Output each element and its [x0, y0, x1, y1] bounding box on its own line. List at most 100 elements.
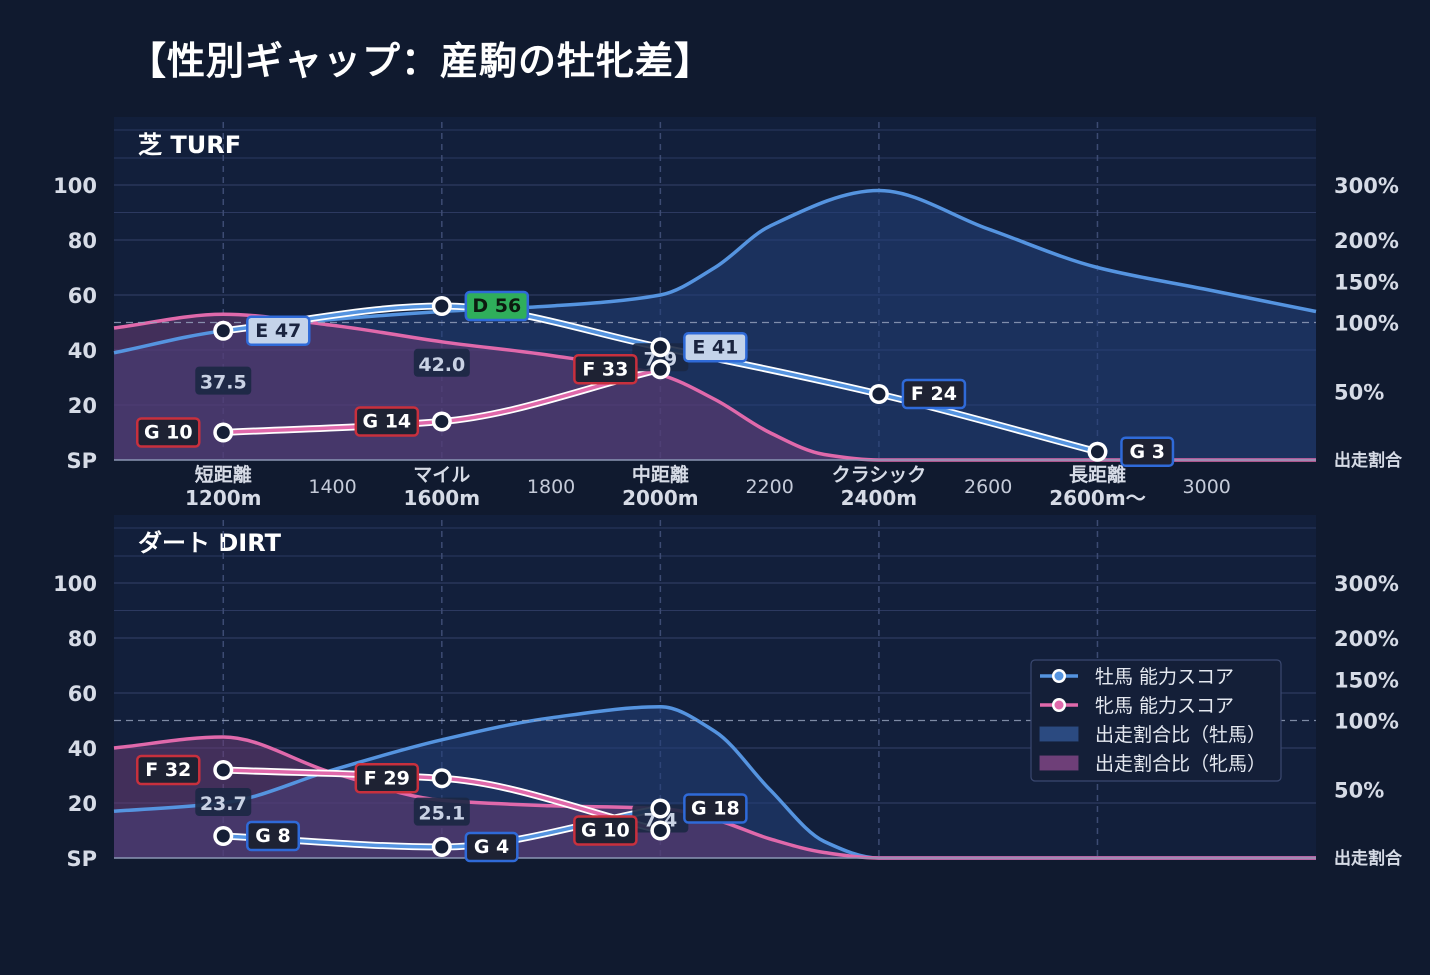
gap-label-bg	[195, 366, 252, 395]
y2-tick-label: 150%	[1334, 668, 1399, 692]
male-grade-badge	[246, 820, 301, 852]
male-score-marker-inner	[435, 840, 449, 854]
male-grade-label: D 56	[472, 295, 521, 317]
male-grade-label: G 4	[474, 836, 509, 858]
chart-panel-1: ダート DIRT SP 20 40 60 80 100 出走割合 50% 100% 150% 200%…	[53, 515, 1403, 871]
female-grade-label: F 33	[582, 358, 628, 380]
male-grade-badge	[683, 793, 748, 824]
male-grade-label: G 18	[691, 798, 740, 820]
male-grade-label: F 24	[911, 383, 957, 405]
legend-label: 牡馬 能力スコア	[1095, 666, 1234, 688]
y-tick-label: 80	[68, 627, 97, 651]
male-grade-badge	[901, 378, 967, 410]
x-tick-label: 1800	[527, 476, 575, 498]
y-tick-label: 40	[68, 737, 97, 761]
female-grade-badge	[573, 815, 638, 846]
x-tick-label: 2200	[745, 476, 793, 498]
x-tick-label: 1200m	[185, 486, 262, 510]
y-tick-label: 40	[68, 339, 97, 363]
y-tick-label: SP	[66, 449, 97, 473]
y2-tick-label: 100%	[1334, 312, 1399, 336]
y2-tick-label: 300%	[1334, 174, 1399, 198]
legend-label: 出走割合比（牡馬）	[1095, 724, 1266, 746]
male-score-marker-inner	[653, 802, 667, 815]
gap-label-bg	[195, 788, 252, 816]
x-tick-label: 3000	[1183, 476, 1231, 498]
female-score-marker-inner	[653, 362, 667, 376]
y-tick-label: 80	[68, 229, 97, 253]
male-grade-label: E 47	[255, 320, 301, 342]
gap-label: 42.0	[418, 354, 465, 376]
x-tick-label: 2600	[964, 476, 1012, 498]
female-grade-badge	[573, 354, 638, 385]
female-grade-label: G 10	[144, 422, 193, 444]
legend-box	[1030, 659, 1282, 782]
panel-title: 芝 TURF	[138, 131, 241, 159]
male-grade-label: E 41	[692, 336, 738, 358]
legend-area-swatch	[1039, 726, 1079, 742]
y-tick-label: 100	[53, 174, 97, 198]
male-score-marker-inner	[872, 387, 886, 401]
y-tick-label: SP	[66, 847, 97, 871]
female-score-marker-inner	[435, 415, 449, 428]
chart-title: 【性別ギャップ：産駒の牡牝差】	[128, 39, 714, 83]
female-grade-label: F 32	[145, 759, 191, 781]
female-grade-label: G 10	[581, 820, 630, 842]
y-tick-label: 20	[68, 394, 97, 418]
x-tick-label: 1600m	[404, 486, 481, 510]
male-ratio-line	[113, 188, 1317, 355]
y-tick-label: 60	[68, 284, 97, 308]
male-grade-badge	[683, 332, 748, 363]
x-tick-label: 中距離	[632, 463, 689, 486]
male-grade-badge	[464, 290, 530, 322]
legend-marker-inner	[1054, 671, 1064, 681]
male-grade-label: G 3	[1129, 441, 1164, 463]
y-tick-label: 100	[53, 572, 97, 596]
x-tick-label: 2000m	[622, 486, 699, 510]
x-tick-label: 長距離	[1069, 463, 1126, 486]
female-ratio-area	[114, 737, 1316, 858]
gap-label: 23.7	[200, 793, 247, 815]
female-grade-label: G 14	[362, 411, 411, 433]
x-tick-label: 2400m	[841, 486, 918, 510]
chart-panel-0: 芝 TURF SP 20 40 60 80 100 出走割合 50% 100% 150% 200% 30…	[53, 117, 1403, 510]
legend-label: 牝馬 能力スコア	[1095, 695, 1234, 717]
female-score-marker-inner	[216, 763, 230, 777]
male-score-marker-inner	[1090, 445, 1104, 459]
male-grade-badge	[246, 315, 311, 346]
gap-label: 25.1	[418, 803, 465, 825]
female-grade-badge	[136, 754, 201, 786]
female-score-marker-inner	[435, 771, 449, 785]
female-score-marker-inner	[216, 426, 230, 439]
female-grade-label: F 29	[364, 767, 410, 789]
gap-label-bg	[413, 797, 470, 826]
y2-tick-label: 300%	[1334, 572, 1399, 596]
male-score-marker-inner	[216, 829, 230, 843]
y2-tick-label: 200%	[1334, 627, 1399, 651]
gap-label: 37.5	[200, 372, 247, 394]
y2-tick-label: 150%	[1334, 270, 1399, 294]
y2-tick-label: 200%	[1334, 229, 1399, 253]
legend-label: 出走割合比（牝馬）	[1095, 753, 1266, 775]
x-tick-label: 2600m〜	[1049, 486, 1146, 510]
male-grade-badge	[1120, 436, 1175, 467]
x-tick-label: 1400	[308, 476, 356, 498]
male-score-marker-inner	[653, 340, 667, 354]
y-tick-label: 60	[68, 682, 97, 706]
legend-marker-inner	[1054, 700, 1064, 710]
gap-label-bg	[413, 348, 470, 377]
x-tick-label: クラシック	[832, 464, 927, 486]
male-score-marker-inner	[435, 299, 449, 313]
legend-area-swatch	[1039, 755, 1079, 771]
y2-tick-label: 出走割合	[1334, 848, 1403, 869]
y2-tick-label: 50%	[1334, 778, 1384, 802]
x-tick-label: マイル	[413, 464, 470, 486]
x-tick-label: 短距離	[195, 463, 252, 486]
female-grade-badge	[354, 763, 420, 794]
male-grade-badge	[464, 831, 519, 863]
y2-tick-label: 出走割合	[1334, 450, 1403, 471]
female-grade-badge	[136, 417, 201, 448]
panel-title: ダート DIRT	[138, 529, 282, 557]
